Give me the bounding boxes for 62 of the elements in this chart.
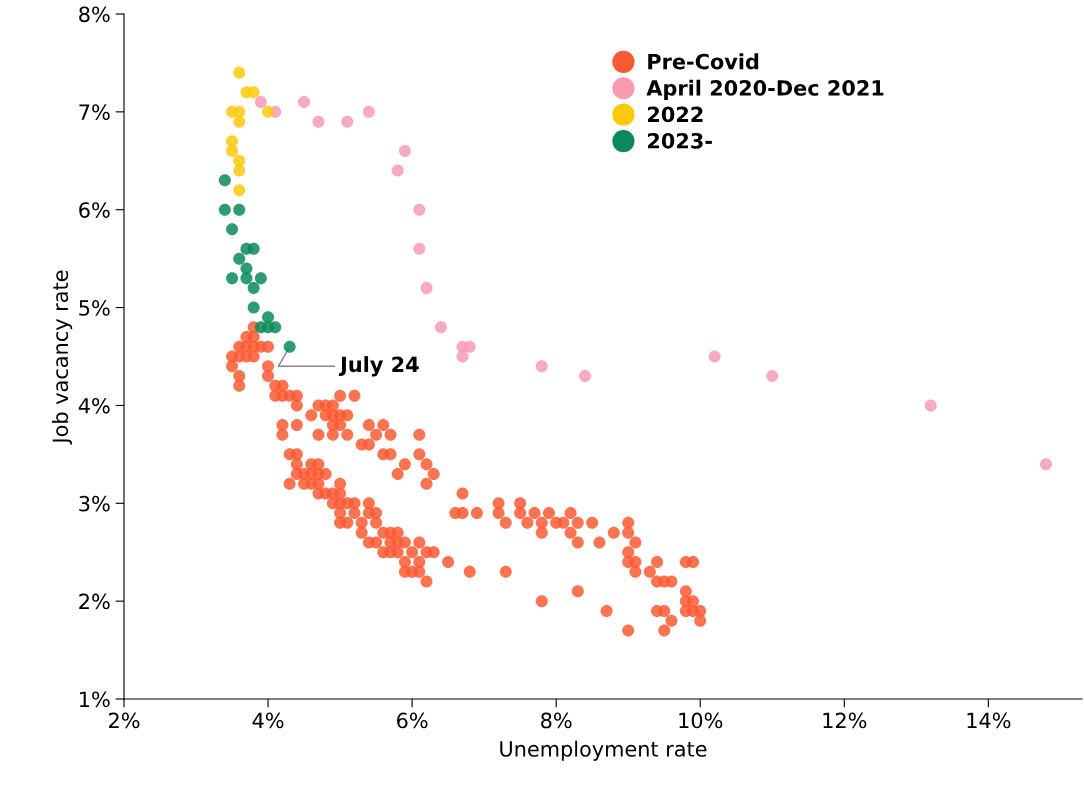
y-tick-label: 5% [79,300,110,316]
annotation: July 24 [338,356,419,377]
point [708,350,721,363]
point [463,340,476,353]
y-tick-label: 4% [78,397,110,414]
point [312,115,325,128]
point [413,242,426,255]
y-tick-label: 8% [79,6,110,23]
point [226,223,239,236]
y-axis-title: Job vacancy rate [52,270,73,445]
y-tick-label: 1% [80,691,110,708]
point [233,252,246,265]
point [283,340,296,353]
point [247,86,260,99]
point [298,96,311,109]
point [226,135,239,148]
point [233,164,246,177]
point [434,321,447,334]
y-tick-label: 7% [79,104,110,121]
point [766,370,779,383]
point [535,360,548,373]
x-tick-label: 14% [967,712,1011,729]
y-tick-label: 3% [79,495,110,512]
point [456,350,469,363]
legend-label: 2023- [647,132,712,149]
point [233,115,246,128]
point [269,321,282,334]
x-tick-label: 10% [679,712,723,729]
y-tick-label: 6% [79,202,110,218]
point [218,203,231,216]
point [247,242,260,255]
point [391,164,404,177]
point [233,184,246,197]
point [240,272,253,285]
point [578,370,592,383]
point [226,144,239,158]
x-axis-title: Unemployment rate [500,740,707,761]
point [1039,458,1052,471]
point [262,105,275,118]
point [924,399,937,412]
point [226,272,239,285]
point [341,115,354,128]
point [247,301,260,314]
point [398,144,411,158]
point [233,66,246,79]
point [413,203,426,216]
point [247,281,260,295]
x-tick-label: 12% [823,712,867,729]
legend-label: Pre-Covid [648,53,759,70]
legend-label: 2022 [647,106,703,123]
point [233,203,246,216]
x-tick-label: 2% [109,712,140,729]
point [218,174,231,187]
point [420,281,433,295]
legend-label: April 2020-Dec 2021 [646,79,884,100]
point [254,272,267,285]
x-tick-label: 4% [252,712,284,729]
y-tick-label: 2% [79,593,110,610]
x-tick-label: 8% [541,712,572,729]
point [254,96,267,109]
point [362,105,375,118]
x-tick-label: 6% [397,712,428,729]
